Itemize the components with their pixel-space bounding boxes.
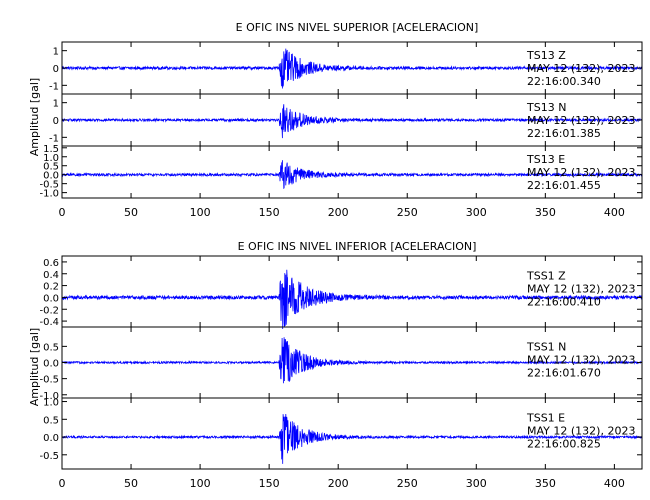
lower-chart-title: E OFIC INS NIVEL INFERIOR [ACELERACION] <box>238 240 477 253</box>
record-time: 22:16:01.670 <box>527 366 601 379</box>
lower-level-group: E OFIC INS NIVEL INFERIOR [ACELERACION] … <box>28 240 643 490</box>
y-tick-label: 0.5 <box>43 415 59 426</box>
record-time: 22:16:00.410 <box>527 295 601 308</box>
y-tick-label: 1.5 <box>43 144 59 155</box>
record-date: MAY 12 (132), 2023 <box>527 424 635 437</box>
record-date: MAY 12 (132), 2023 <box>527 166 635 179</box>
record-time: 22:16:01.455 <box>527 179 601 192</box>
waveform-trace <box>61 160 643 190</box>
y-tick-label: 1 <box>53 47 59 58</box>
y-tick-label: 1.0 <box>43 398 59 409</box>
record-date: MAY 12 (132), 2023 <box>527 282 635 295</box>
x-tick-label: 150 <box>259 477 280 490</box>
record-time: 22:16:00.340 <box>527 75 601 88</box>
waveform-trace <box>61 269 643 330</box>
y-tick-label: -1.0 <box>39 189 59 200</box>
y-tick-label: 0.5 <box>43 342 59 353</box>
record-time: 22:16:00.825 <box>527 437 601 450</box>
x-tick-label: 400 <box>604 477 625 490</box>
record-date: MAY 12 (132), 2023 <box>527 114 635 127</box>
upper-y-axis-label: Amplitud [gal] <box>28 78 41 156</box>
station-label: TS13 E <box>526 153 565 166</box>
x-tick-label: 300 <box>466 477 487 490</box>
y-tick-label: -0.2 <box>39 305 59 316</box>
y-tick-label: -0.5 <box>39 375 59 386</box>
upper-level-group: E OFIC INS NIVEL SUPERIOR [ACELERACION] … <box>28 21 643 219</box>
y-tick-label: -0.4 <box>39 317 59 328</box>
y-tick-label: 0.0 <box>43 171 59 182</box>
station-label: TSS1 N <box>526 340 566 353</box>
x-tick-label: 350 <box>535 477 556 490</box>
x-tick-label: 0 <box>59 206 66 219</box>
x-tick-label: 350 <box>535 206 556 219</box>
x-tick-label: 50 <box>124 206 138 219</box>
y-tick-label: 1 <box>53 99 59 110</box>
y-tick-label: 0.5 <box>43 162 59 173</box>
record-date: MAY 12 (132), 2023 <box>527 353 635 366</box>
x-tick-label: 100 <box>190 477 211 490</box>
y-tick-label: 0 <box>53 116 59 127</box>
y-tick-label: 0.6 <box>43 258 59 269</box>
x-tick-label: 200 <box>328 206 349 219</box>
station-label: TS13 N <box>526 101 566 114</box>
y-tick-label: -0.5 <box>39 451 59 462</box>
upper-chart-title: E OFIC INS NIVEL SUPERIOR [ACELERACION] <box>236 21 479 34</box>
y-tick-label: 1.0 <box>43 153 59 164</box>
x-tick-label: 0 <box>59 477 66 490</box>
x-tick-label: 50 <box>124 477 138 490</box>
x-tick-label: 400 <box>604 206 625 219</box>
x-tick-label: 150 <box>259 206 280 219</box>
x-tick-label: 300 <box>466 206 487 219</box>
y-tick-label: 0 <box>53 64 59 75</box>
panel-frame <box>61 145 643 199</box>
panel-frame <box>61 397 643 470</box>
y-tick-label: 0.2 <box>43 282 59 293</box>
record-time: 22:16:01.385 <box>527 127 601 140</box>
station-label: TS13 Z <box>526 49 566 62</box>
waveform-trace <box>61 337 643 384</box>
record-date: MAY 12 (132), 2023 <box>527 62 635 75</box>
y-tick-label: -1 <box>49 81 59 92</box>
y-tick-label: -1 <box>49 133 59 144</box>
station-label: TSS1 Z <box>526 269 566 282</box>
y-tick-label: -0.5 <box>39 180 59 191</box>
y-tick-label: 0.0 <box>43 293 59 304</box>
y-tick-label: 0.0 <box>43 433 59 444</box>
x-tick-label: 100 <box>190 206 211 219</box>
x-tick-label: 200 <box>328 477 349 490</box>
y-tick-label: 0.4 <box>43 270 59 281</box>
y-tick-label: -1.0 <box>39 391 59 402</box>
x-tick-label: 250 <box>397 477 418 490</box>
waveform-trace <box>61 104 643 139</box>
waveform-trace <box>61 413 643 464</box>
waveform-trace <box>61 48 643 89</box>
station-label: TSS1 E <box>526 411 565 424</box>
lower-y-axis-label: Amplitud [gal] <box>28 328 41 406</box>
y-tick-label: 0.0 <box>43 359 59 370</box>
x-tick-label: 250 <box>397 206 418 219</box>
